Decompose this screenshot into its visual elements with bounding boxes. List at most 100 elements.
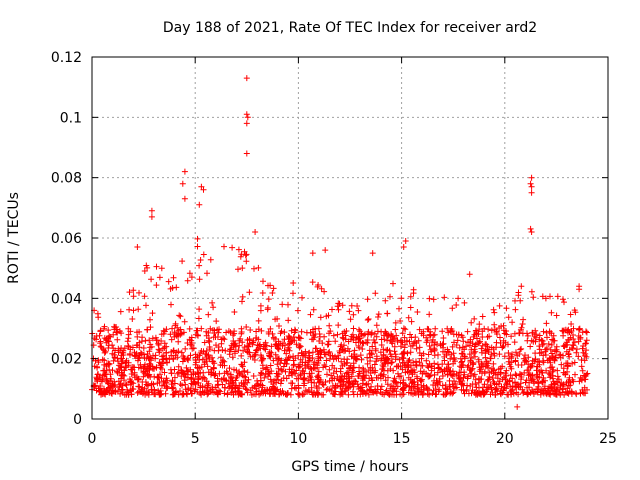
data-point [568, 345, 575, 351]
data-point [549, 375, 556, 382]
data-point [357, 391, 364, 398]
data-point [250, 337, 257, 344]
data-point [549, 336, 556, 343]
data-point [503, 331, 510, 338]
data-point [472, 381, 479, 387]
data-point [542, 352, 549, 358]
data-point [527, 363, 534, 370]
data-point [508, 359, 515, 366]
data-point [472, 328, 479, 334]
data-point [151, 390, 158, 397]
data-point [119, 371, 126, 378]
data-point [564, 363, 571, 370]
data-point [189, 345, 196, 352]
data-point [430, 296, 437, 303]
data-point [453, 384, 460, 391]
data-point [153, 337, 160, 344]
data-point [293, 385, 300, 392]
data-point [562, 342, 569, 349]
data-point [366, 351, 373, 357]
data-point [344, 345, 351, 352]
data-point [293, 341, 300, 348]
data-point [517, 297, 524, 304]
data-point [172, 352, 179, 359]
data-point [149, 310, 156, 317]
data-point [182, 381, 189, 388]
data-point [200, 369, 207, 376]
data-point [373, 374, 380, 381]
data-point [164, 377, 171, 384]
data-point [122, 381, 129, 387]
data-point [419, 391, 426, 398]
data-point [303, 329, 310, 336]
data-point [524, 391, 531, 398]
data-point [313, 345, 320, 352]
data-point [408, 318, 415, 325]
data-point [583, 340, 589, 347]
data-point [450, 331, 457, 338]
data-point [506, 378, 513, 385]
data-point [553, 386, 560, 393]
data-point [431, 339, 438, 346]
data-point [432, 382, 439, 389]
data-point [275, 371, 282, 378]
data-point [243, 111, 250, 118]
data-point [265, 373, 271, 380]
data-point [434, 361, 441, 368]
data-point [329, 306, 335, 313]
data-point [365, 367, 372, 374]
data-point [175, 391, 182, 398]
data-point [513, 372, 520, 379]
data-point [380, 363, 387, 370]
data-point [515, 383, 522, 390]
data-point [153, 263, 160, 270]
data-point [475, 340, 482, 347]
data-point [387, 351, 394, 358]
data-point [265, 329, 272, 335]
data-point [221, 390, 228, 397]
data-point [216, 387, 222, 394]
data-point [582, 340, 589, 347]
data-point [379, 355, 385, 362]
data-point [576, 326, 582, 333]
data-point [550, 390, 557, 397]
data-point [252, 391, 259, 398]
data-point [374, 328, 381, 335]
data-point [435, 351, 441, 358]
data-point [505, 341, 511, 348]
y-tick-label: 0.1 [60, 110, 82, 126]
data-point [326, 330, 332, 337]
data-point [255, 336, 262, 343]
data-point [181, 168, 188, 175]
data-point [341, 342, 347, 349]
data-point [263, 342, 270, 349]
data-point [425, 373, 432, 380]
data-point [501, 353, 508, 360]
data-point [332, 338, 339, 345]
data-point [325, 312, 332, 319]
data-point [175, 332, 181, 339]
data-point [369, 343, 376, 350]
data-point [199, 383, 206, 390]
data-point [210, 389, 217, 396]
data-point [402, 238, 409, 244]
data-point [211, 327, 218, 334]
data-point [512, 371, 519, 378]
data-point [536, 346, 543, 353]
data-point [290, 362, 297, 369]
data-point [187, 366, 194, 373]
data-point [160, 327, 167, 334]
data-point [212, 334, 219, 340]
data-point [221, 243, 227, 250]
data-point [528, 288, 535, 295]
data-point [239, 372, 246, 379]
data-point [560, 332, 567, 339]
data-point [416, 350, 423, 356]
chart-title: Day 188 of 2021, Rate Of TEC Index for r… [163, 20, 537, 36]
data-point [110, 357, 117, 364]
data-point [488, 351, 495, 358]
data-point [105, 360, 112, 367]
data-point [527, 180, 534, 187]
data-point [238, 330, 245, 337]
data-point [403, 382, 410, 389]
